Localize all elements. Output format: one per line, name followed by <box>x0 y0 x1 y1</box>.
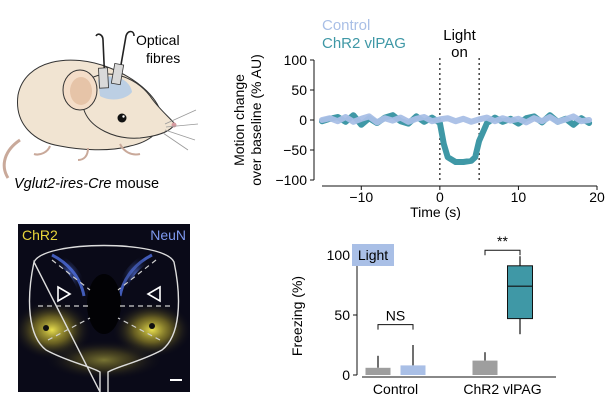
y-tick-label: −50 <box>283 142 307 158</box>
mouse-caption: Vglut2-ires-Cre mouse <box>14 176 159 192</box>
light-on-annotation-1: Light <box>443 27 476 44</box>
mouse-caption-suffix: mouse <box>112 176 160 192</box>
light-legend-label: Light <box>358 247 388 263</box>
legend-entry-control: Control <box>322 17 370 34</box>
optical-fibres-label-1: Optical <box>136 32 180 48</box>
x-tick-label: 0 <box>436 189 444 205</box>
series-line-control <box>319 113 593 126</box>
legend-entry-chr2-vlpag: ChR2 vlPAG <box>322 35 406 52</box>
significance-bracket <box>377 324 414 330</box>
x-axis-label: Time (s) <box>410 204 461 220</box>
box-chr2-vlpag-light <box>507 265 533 320</box>
y-tick-label: 100 <box>284 52 308 68</box>
box-y-tick-label: 0 <box>342 367 350 383</box>
mouse-illustration <box>2 30 199 179</box>
chr2-channel-label: ChR2 <box>22 227 58 243</box>
box-y-tick-label: 50 <box>334 307 350 323</box>
box-chr2-vlpag-no-light <box>472 360 498 375</box>
box-y-axis-label: Freezing (%) <box>289 276 305 356</box>
y-tick-label: 0 <box>299 112 307 128</box>
significance-label: NS <box>386 308 405 324</box>
light-on-annotation-2: on <box>451 44 468 61</box>
y-tick-label: 50 <box>291 82 307 98</box>
x-tick-label: −10 <box>349 189 373 205</box>
optical-fibres-label-2: fibres <box>146 50 180 66</box>
light-legend-swatch <box>352 244 394 266</box>
y-tick-label: −100 <box>275 172 307 188</box>
box-control-no-light <box>365 367 391 375</box>
category-label: Control <box>373 381 418 397</box>
x-tick-label: 10 <box>511 189 527 205</box>
box-control-light <box>400 365 426 375</box>
histology-image <box>18 224 190 392</box>
significance-bracket <box>484 249 521 256</box>
box-y-tick-label: 100 <box>327 247 351 263</box>
mouse-caption-genotype: Vglut2-ires-Cre <box>14 176 112 192</box>
category-label: ChR2 vlPAG <box>463 381 541 397</box>
neun-channel-label: NeuN <box>150 227 186 243</box>
x-tick-label: 20 <box>589 189 605 205</box>
freezing-box-plot: 0 50 100 Freezing (%) Light Control ChR2 vlPAG… <box>289 233 556 397</box>
y-axis-label-line-2: over baseline (% AU) <box>248 54 264 186</box>
significance-label: ** <box>497 233 508 249</box>
y-axis-label-line-1: Motion change <box>231 74 247 166</box>
